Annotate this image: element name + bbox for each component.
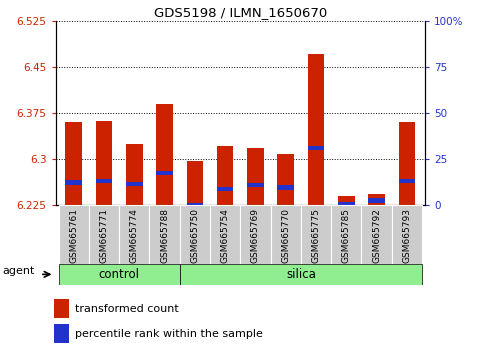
Bar [126,144,142,205]
Bar [277,154,294,205]
Bar [180,205,210,264]
Bar [186,203,203,207]
Text: agent: agent [3,266,35,276]
Text: silica: silica [286,268,316,281]
Title: GDS5198 / ILMN_1650670: GDS5198 / ILMN_1650670 [154,6,327,19]
Bar [210,205,241,264]
Bar [338,196,355,205]
Bar [58,264,180,285]
Text: GSM665785: GSM665785 [342,208,351,263]
Bar [308,146,325,150]
Text: GSM665761: GSM665761 [69,208,78,263]
Text: control: control [99,268,140,281]
Bar [89,205,119,264]
Bar [398,122,415,205]
Bar [65,122,82,205]
Bar [65,181,82,185]
Bar [270,205,301,264]
Bar [126,182,142,186]
Bar [119,205,149,264]
Text: transformed count: transformed count [75,304,179,314]
Bar [186,160,203,205]
Bar [338,202,355,206]
Text: GSM665750: GSM665750 [190,208,199,263]
Text: percentile rank within the sample: percentile rank within the sample [75,329,263,339]
Text: GSM665793: GSM665793 [402,208,412,263]
Bar [277,185,294,190]
Bar [156,171,173,175]
Bar [54,324,69,343]
Text: GSM665788: GSM665788 [160,208,169,263]
Bar [247,148,264,205]
Text: GSM665775: GSM665775 [312,208,321,263]
Bar [180,264,422,285]
Bar [308,54,325,205]
Text: GSM665770: GSM665770 [281,208,290,263]
Bar [247,183,264,187]
Text: GSM665754: GSM665754 [221,208,229,263]
Bar [54,299,69,318]
Bar [217,146,233,205]
Bar [241,205,270,264]
Bar [58,205,89,264]
Bar [331,205,361,264]
Bar [149,205,180,264]
Text: GSM665771: GSM665771 [99,208,109,263]
Bar [392,205,422,264]
Bar [96,179,113,183]
Text: GSM665774: GSM665774 [130,208,139,263]
Bar [301,205,331,264]
Bar [398,179,415,183]
Bar [217,187,233,191]
Text: GSM665792: GSM665792 [372,208,381,263]
Bar [368,198,385,202]
Bar [368,194,385,205]
Bar [156,104,173,205]
Bar [361,205,392,264]
Bar [96,121,113,205]
Text: GSM665769: GSM665769 [251,208,260,263]
